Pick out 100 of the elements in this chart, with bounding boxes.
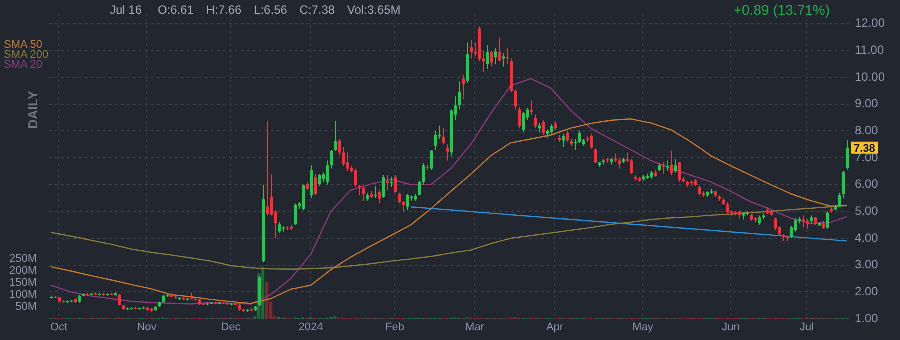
candlestick bbox=[550, 124, 553, 134]
candlestick bbox=[506, 48, 509, 65]
candlestick bbox=[374, 186, 377, 199]
y-tick-label: 4.00 bbox=[855, 230, 879, 245]
y-tick-label: 1.00 bbox=[855, 311, 879, 326]
candlestick bbox=[406, 194, 409, 211]
y-tick-label: 9.00 bbox=[855, 96, 879, 111]
candlestick bbox=[294, 203, 297, 226]
candlestick bbox=[838, 192, 841, 208]
candlestick bbox=[422, 162, 425, 186]
text: SMA 200 bbox=[4, 49, 49, 61]
candlestick bbox=[806, 218, 809, 230]
x-tick-label: Jul bbox=[800, 322, 814, 334]
candlestick bbox=[354, 168, 357, 188]
candlestick bbox=[402, 200, 405, 212]
candlestick bbox=[434, 130, 437, 151]
candlestick bbox=[498, 37, 501, 62]
x-tick-label: Nov bbox=[137, 322, 158, 334]
candlestick bbox=[338, 138, 341, 156]
y-tick-label: 8.00 bbox=[855, 124, 879, 138]
candlestick bbox=[462, 74, 465, 100]
candlestick bbox=[494, 48, 497, 65]
candlestick bbox=[502, 52, 505, 68]
candlestick bbox=[698, 186, 701, 196]
candlestick bbox=[318, 174, 321, 187]
x-tick-label: Jun bbox=[722, 322, 740, 334]
candlestick bbox=[430, 150, 433, 171]
candlestick bbox=[458, 81, 461, 110]
candlestick bbox=[490, 50, 493, 68]
candlestick bbox=[842, 170, 845, 199]
x-tick-label: Oct bbox=[50, 322, 68, 334]
chart-title: Jul 16 bbox=[110, 3, 142, 17]
candlestick bbox=[758, 215, 761, 226]
text: SMA 20 bbox=[4, 59, 44, 71]
candlestick bbox=[342, 146, 345, 167]
x-tick-label: Mar bbox=[466, 322, 485, 334]
candlestick bbox=[530, 100, 533, 116]
candlestick bbox=[486, 44, 489, 70]
y-tick-label: 12.00 bbox=[855, 16, 886, 30]
candlestick bbox=[678, 162, 681, 183]
candlestick bbox=[518, 106, 521, 130]
candlestick bbox=[562, 133, 565, 148]
candlestick bbox=[594, 148, 597, 164]
y2-tick-label: 50M bbox=[16, 301, 37, 314]
candlestick bbox=[334, 120, 337, 152]
candlestick bbox=[442, 128, 445, 146]
candlestick bbox=[266, 120, 269, 216]
y2-tick-label: 150M bbox=[9, 276, 37, 289]
candlestick bbox=[590, 133, 593, 150]
candlestick bbox=[538, 122, 541, 134]
candlestick bbox=[330, 150, 333, 170]
candlestick bbox=[390, 176, 393, 188]
x-tick-label: May bbox=[632, 322, 654, 334]
candlestick bbox=[314, 174, 317, 196]
candlestick bbox=[574, 138, 577, 151]
candlestick bbox=[618, 158, 621, 170]
candlestick bbox=[446, 144, 449, 162]
y-tick-label: 3.00 bbox=[855, 258, 879, 272]
x-tick-label: Dec bbox=[221, 322, 242, 334]
candlestick bbox=[386, 174, 389, 191]
candlestick bbox=[382, 174, 385, 199]
candlestick bbox=[326, 160, 329, 186]
candlestick bbox=[118, 294, 121, 306]
candlestick bbox=[418, 180, 421, 196]
candlestick bbox=[542, 120, 545, 136]
candlestick bbox=[674, 158, 677, 174]
candlestick bbox=[534, 114, 537, 130]
candlestick bbox=[774, 217, 777, 231]
y-tick-label: 5.00 bbox=[855, 204, 879, 218]
y-tick-label: 2.00 bbox=[855, 284, 879, 298]
y-tick-label: 11.00 bbox=[855, 43, 884, 58]
candlestick bbox=[670, 150, 673, 176]
candlestick bbox=[394, 174, 397, 194]
y2-tick-label: 250M bbox=[9, 252, 37, 265]
x-tick-label: Feb bbox=[386, 322, 404, 334]
chart-subtitle: O:6.61 H:7.66 L:6.56 C:7.38 Vol:3.65M bbox=[158, 3, 401, 17]
candlestick bbox=[514, 89, 517, 110]
annotation: 7.38 bbox=[854, 142, 876, 155]
candlestick bbox=[358, 184, 361, 196]
candlestick bbox=[398, 192, 401, 204]
y2-tick-label: 200M bbox=[9, 264, 37, 277]
candlestick bbox=[302, 184, 305, 211]
text: DAILY bbox=[26, 91, 40, 129]
candlestick bbox=[378, 190, 381, 204]
text: SMA 50 bbox=[4, 39, 43, 51]
candlestick bbox=[802, 215, 805, 228]
candlestick bbox=[846, 140, 849, 170]
candlestick bbox=[566, 130, 569, 142]
candlestick bbox=[666, 160, 669, 172]
x-tick-label: Apr bbox=[546, 322, 564, 334]
candlestick bbox=[826, 211, 829, 230]
candlestick bbox=[726, 202, 729, 215]
candlestick bbox=[630, 158, 633, 175]
candlestick bbox=[362, 186, 365, 202]
candlestick bbox=[522, 112, 525, 134]
candlestick bbox=[278, 222, 281, 234]
candlestick bbox=[346, 152, 349, 172]
y-tick-label: 6.00 bbox=[855, 177, 879, 192]
candlestick bbox=[470, 40, 473, 60]
candlestick bbox=[578, 130, 581, 144]
